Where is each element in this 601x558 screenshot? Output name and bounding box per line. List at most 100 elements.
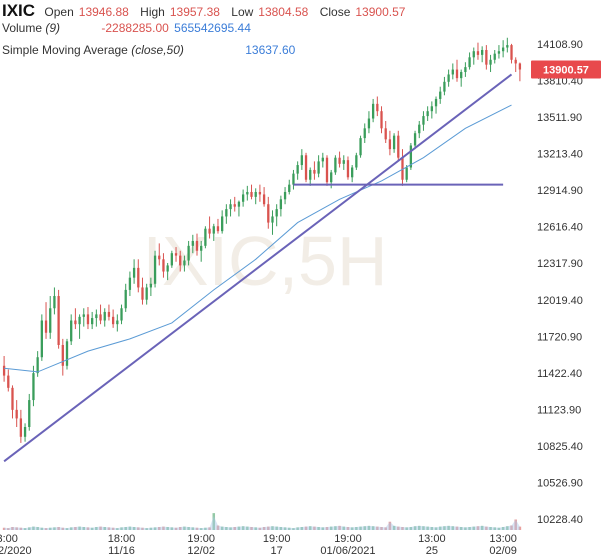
volume-bar [90,527,94,530]
candle-body [216,226,220,232]
volume-bar [321,527,325,530]
candle-body [258,191,262,195]
candle-body [158,255,161,260]
candle-body [501,47,505,52]
open-label: Open [44,5,74,19]
volume-bar [485,526,488,530]
volume-bar [44,528,48,530]
volume-bar [363,526,366,530]
last-price-label: 13900.57 [543,65,589,77]
candle-body [376,103,379,112]
candle-body [497,51,501,54]
volume-bar [464,527,467,530]
volume-bar [250,527,253,530]
candle-body [460,72,463,79]
volume-bar [451,526,455,530]
candle-body [380,111,383,129]
volume-bar [7,528,10,530]
candle-body [300,155,303,166]
candle-body [422,116,425,125]
candle-body [61,344,64,366]
volume-bar [120,527,123,530]
y-tick-label: 13511.90 [537,112,582,124]
volume-bar [162,526,165,530]
candle-body [36,357,39,374]
candle-body [489,59,492,65]
candle-body [514,59,517,64]
volume-bar [158,527,161,530]
volume-bar [493,527,496,530]
candle-body [309,169,312,180]
candle-body [229,204,232,210]
candle-body [250,191,253,197]
volume-bar [388,521,392,530]
open-value: 13946.88 [78,5,129,19]
candle-body [321,157,324,162]
close-label: Close [319,5,351,19]
volume-bar [15,527,18,530]
volume-bar [397,526,400,530]
volume-bar [40,527,44,530]
candle-body [283,191,287,200]
candle-body [28,400,31,427]
sma-value: 13637.60 [245,43,296,57]
candle-body [342,160,345,164]
volume-bar [447,525,450,530]
volume-bar [220,526,224,530]
volume-bar [132,527,136,530]
volume-bar [443,526,446,530]
volume-bar [208,527,211,530]
volume-bar [82,527,86,530]
candle-body [57,296,60,345]
x-tick-label: 18:00 11/16 [108,533,136,557]
candle-body [107,311,111,317]
candle-body [78,316,81,325]
candle-body [351,167,354,178]
volume-bar [350,527,354,530]
volume-bar [359,526,362,530]
candle-body [225,209,228,217]
volume-bar [338,525,341,530]
candle-body [271,216,274,223]
volume-bar [472,526,476,530]
volume-ma-value: 565542695.44 [174,21,251,35]
candle-body [221,216,224,232]
candle-body [65,341,69,366]
volume-bar [191,527,195,530]
volume-bar [145,528,148,530]
candle-body [430,106,433,112]
volume-bar [170,527,174,530]
x-tick-label: 13:00 02/09 [489,533,517,557]
candle-body [464,67,467,73]
y-tick-label: 12616.40 [537,222,583,234]
volume-param: (9) [45,21,61,35]
volume-bar [514,519,517,530]
volume-bar [174,527,178,530]
candle-body [367,118,371,129]
candle-body [70,320,73,342]
candle-body [355,155,358,168]
candle-body [313,169,316,174]
candle-body [149,283,153,288]
legend-sma: Simple Moving Average (close,50) 13637.6… [2,43,303,57]
volume-bar [342,526,346,530]
y-tick-label: 11422.40 [537,368,582,380]
candle-body [447,74,450,82]
volume-bar [258,527,262,530]
candle-body [472,51,475,58]
candle-body [434,98,438,107]
volume-bar [178,527,182,530]
candle-body [426,111,429,117]
volume-bar [246,526,249,530]
volume-ma-area [4,516,520,530]
candle-body [392,135,396,150]
high-label: High [140,5,165,19]
candle-body [275,209,278,217]
candle-body [137,267,140,288]
candle-body [246,191,249,195]
volume-bar [204,527,207,530]
candle-body [103,311,106,321]
candle-body [124,289,127,309]
candle-body [120,308,123,321]
